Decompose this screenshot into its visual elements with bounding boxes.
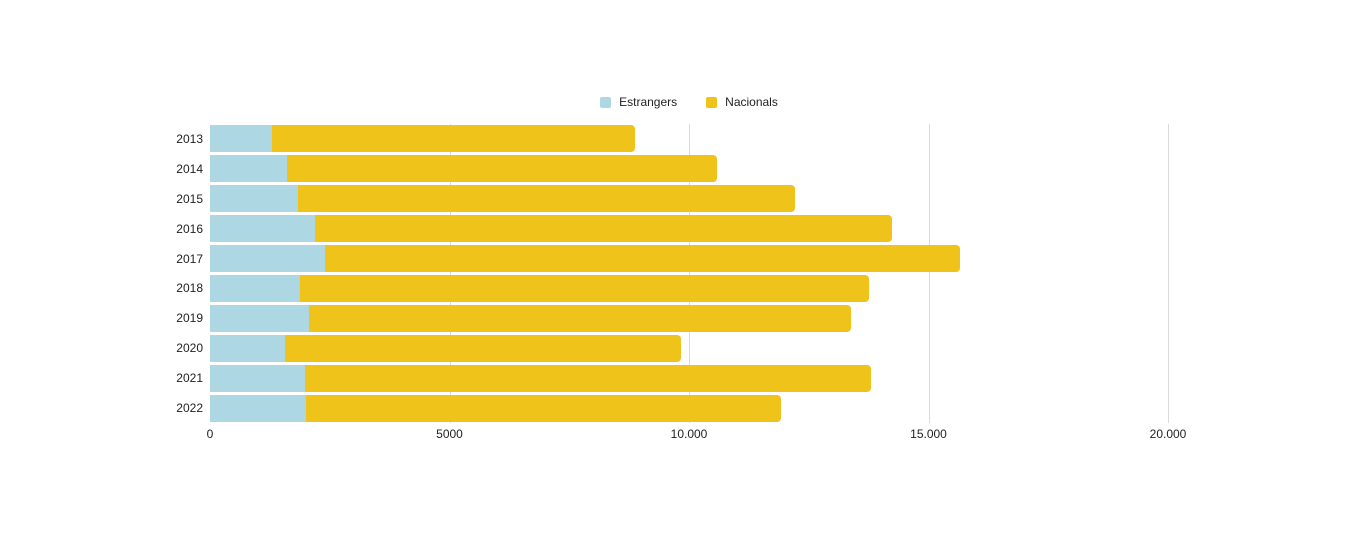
bar-segment-nacionals-2016[interactable] <box>315 215 892 243</box>
x-axis-tick-label: 10.000 <box>670 427 708 441</box>
y-axis-label-2016: 2016 <box>176 221 203 236</box>
gridline-15000 <box>928 124 930 423</box>
bar-row-2015 <box>210 184 1168 214</box>
bar-segment-estrangers-2014[interactable] <box>210 155 288 183</box>
x-axis-tick-label: 0 <box>206 427 214 441</box>
gridlines <box>210 124 1169 423</box>
y-axis-label-2013: 2013 <box>176 131 203 146</box>
gridline-10000 <box>689 124 690 423</box>
bar-row-2019 <box>210 303 1168 333</box>
x-axis-tick-labels: 0 5000 10.000 15.000 20.000 <box>206 427 1187 443</box>
bar-segment-nacionals-2015[interactable] <box>297 185 795 213</box>
bar-segment-nacionals-2020[interactable] <box>284 334 682 362</box>
y-axis-label-2017: 2017 <box>176 251 203 266</box>
bar-segment-nacionals-2018[interactable] <box>300 274 870 302</box>
bar-row-2022 <box>210 393 1168 423</box>
bar-row-2014 <box>210 154 1168 184</box>
y-axis-label-2018: 2018 <box>176 281 203 296</box>
y-axis-label-2021: 2021 <box>176 371 203 386</box>
bar-segment-estrangers-2017[interactable] <box>210 245 326 273</box>
bar-segment-nacionals-2022[interactable] <box>305 394 782 422</box>
y-axis-label-2019: 2019 <box>176 311 203 326</box>
bar-row-2021 <box>210 363 1168 393</box>
bar-segment-estrangers-2019[interactable] <box>210 304 310 332</box>
legend-label: Estrangers <box>619 95 678 109</box>
bar-segment-estrangers-2016[interactable] <box>210 215 316 243</box>
x-axis-tick-label: 5000 <box>436 427 463 441</box>
bar-segment-estrangers-2021[interactable] <box>210 364 306 392</box>
legend-swatch-nacionals <box>706 96 718 108</box>
bar-segment-nacionals-2017[interactable] <box>325 245 960 273</box>
bar-row-2016 <box>210 214 1168 244</box>
bar-segment-nacionals-2014[interactable] <box>287 155 718 183</box>
legend-item-nacionals[interactable]: Nacionals <box>706 95 778 109</box>
y-axis-labels: 2013 2014 2015 2016 2017 2018 2019 2020 2021 2022 <box>0 124 210 423</box>
bar-row-2020 <box>210 333 1168 363</box>
bar-row-2017 <box>210 244 1168 274</box>
bar-segment-estrangers-2015[interactable] <box>210 185 298 213</box>
gridline-5000 <box>449 124 451 423</box>
x-axis-tick-label: 15.000 <box>910 427 947 441</box>
bar-row-2018 <box>210 274 1168 304</box>
bar-row-2013 <box>210 124 1168 154</box>
bar-segment-nacionals-2021[interactable] <box>305 364 871 392</box>
bar-segment-estrangers-2018[interactable] <box>210 274 301 302</box>
legend-item-estrangers[interactable]: Estrangers <box>600 95 677 109</box>
bar-segment-nacionals-2019[interactable] <box>309 304 851 332</box>
y-axis-label-2022: 2022 <box>176 401 203 416</box>
y-axis-label-2020: 2020 <box>176 341 203 356</box>
legend-label: Nacionals <box>725 95 778 109</box>
legend-swatch-estrangers <box>600 96 612 108</box>
x-axis-tick-label: 20.000 <box>1149 427 1187 441</box>
y-axis-label-2014: 2014 <box>176 161 203 176</box>
bar-segment-estrangers-2013[interactable] <box>210 125 272 153</box>
bar-segment-estrangers-2020[interactable] <box>210 334 285 362</box>
bar-segment-nacionals-2013[interactable] <box>271 125 636 153</box>
gridline-20000 <box>1168 124 1169 423</box>
bar-segment-estrangers-2022[interactable] <box>210 394 306 422</box>
bar-rows <box>210 124 1168 423</box>
plot-area <box>210 124 1169 423</box>
y-axis-label-2015: 2015 <box>176 191 203 206</box>
chart-legend: Estrangers Nacionals <box>210 95 1168 109</box>
